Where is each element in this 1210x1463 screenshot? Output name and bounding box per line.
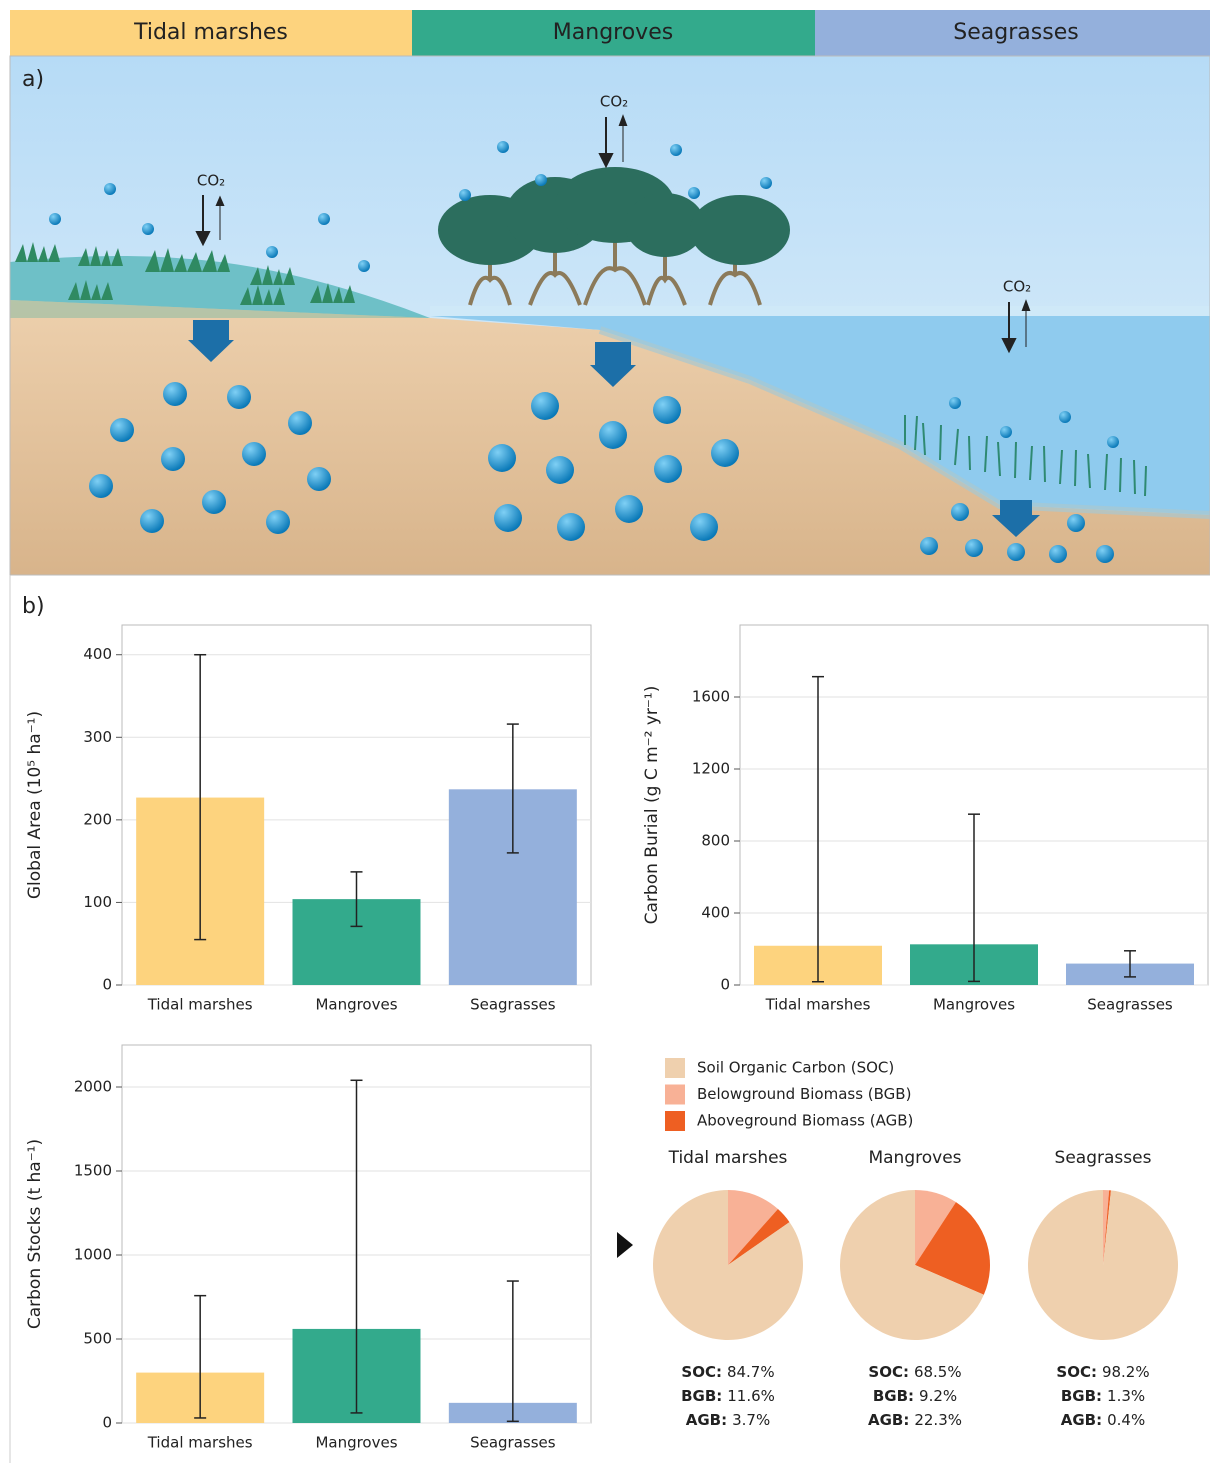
x-tick-label: Mangroves [933,996,1015,1014]
pie-value-label: BGB: 9.2% [873,1387,957,1405]
y-tick-label: 1200 [692,760,730,778]
pie-slice [1028,1190,1178,1340]
figure: Tidal marshes Mangroves Seagrasses [0,0,1210,1463]
y-tick-label: 400 [701,904,730,922]
pie-label-value: 84.7% [727,1363,775,1381]
pie-label-value: 98.2% [1102,1363,1150,1381]
pie-title: Seagrasses [1055,1148,1152,1168]
y-tick-label: 1500 [74,1162,112,1180]
x-tick-label: Seagrasses [1087,996,1173,1014]
pie-value-label: SOC: 68.5% [868,1363,961,1381]
header-label: Mangroves [553,20,673,45]
legend-label: Soil Organic Carbon (SOC) [697,1059,894,1077]
pie-title: Mangroves [868,1148,961,1168]
pie-label-value: 0.4% [1107,1411,1145,1429]
y-tick-label: 500 [83,1330,112,1348]
pie-label-value: 22.3% [914,1411,962,1429]
arrow-marker [617,1232,633,1258]
illustration [10,56,1210,575]
y-tick-label: 1600 [692,688,730,706]
pie-label-name: BGB: [1061,1387,1102,1405]
legend-label: Aboveground Biomass (AGB) [697,1112,913,1130]
x-tick-label: Seagrasses [470,1434,556,1452]
y-tick-label: 0 [102,1414,112,1432]
x-tick-label: Mangroves [315,1434,397,1452]
y-tick-label: 0 [720,976,730,994]
pie-label-value: 9.2% [919,1387,957,1405]
pie-label-name: BGB: [873,1387,914,1405]
pie-title: Tidal marshes [668,1148,788,1168]
x-tick-label: Tidal marshes [147,1434,253,1452]
co2-label: CO₂ [1003,278,1031,296]
pie-label-name: AGB: [868,1411,909,1429]
y-tick-label: 200 [83,810,112,828]
x-tick-label: Tidal marshes [147,996,253,1014]
y-tick-label: 100 [83,893,112,911]
pie-value-label: SOC: 98.2% [1056,1363,1149,1381]
y-tick-label: 300 [83,728,112,746]
pie-label-name: BGB: [681,1387,722,1405]
pie-label-name: SOC: [1056,1363,1097,1381]
error-bar [812,677,824,982]
panel-label: a) [22,67,44,92]
co2-label: CO₂ [600,93,628,111]
pie-label-value: 11.6% [727,1387,775,1405]
legend-swatch [665,1085,685,1105]
header-label: Seagrasses [953,20,1078,45]
x-tick-label: Seagrasses [470,996,556,1014]
pie-label-name: SOC: [681,1363,722,1381]
pie-label-value: 1.3% [1107,1387,1145,1405]
pie-label-name: AGB: [686,1411,727,1429]
y-tick-label: 1000 [74,1246,112,1264]
x-tick-label: Tidal marshes [765,996,871,1014]
y-tick-label: 800 [701,832,730,850]
pie-value-label: BGB: 1.3% [1061,1387,1145,1405]
y-tick-label: 2000 [74,1078,112,1096]
pie-value-label: AGB: 3.7% [686,1411,770,1429]
legend-label: Belowground Biomass (BGB) [697,1085,911,1103]
y-tick-label: 0 [102,976,112,994]
y-axis-label: Carbon Stocks (t ha⁻¹) [25,1139,45,1329]
panel-label: b) [22,594,45,619]
pie-label-value: 68.5% [914,1363,962,1381]
y-axis-label: Global Area (10⁵ ha⁻¹) [25,711,45,899]
pie-value-label: SOC: 84.7% [681,1363,774,1381]
pie-label-name: AGB: [1061,1411,1102,1429]
co2-label: CO₂ [197,172,225,190]
pie-value-label: BGB: 11.6% [681,1387,775,1405]
error-bar [507,1281,519,1421]
x-tick-label: Mangroves [315,996,397,1014]
legend-swatch [665,1111,685,1131]
pie-label-value: 3.7% [732,1411,770,1429]
y-tick-label: 400 [83,645,112,663]
y-axis-label: Carbon Burial (g C m⁻² yr⁻¹) [642,686,662,925]
header-label: Tidal marshes [133,20,288,45]
pie-label-name: SOC: [868,1363,909,1381]
pie-value-label: AGB: 22.3% [868,1411,962,1429]
legend-swatch [665,1058,685,1078]
pie-value-label: AGB: 0.4% [1061,1411,1145,1429]
